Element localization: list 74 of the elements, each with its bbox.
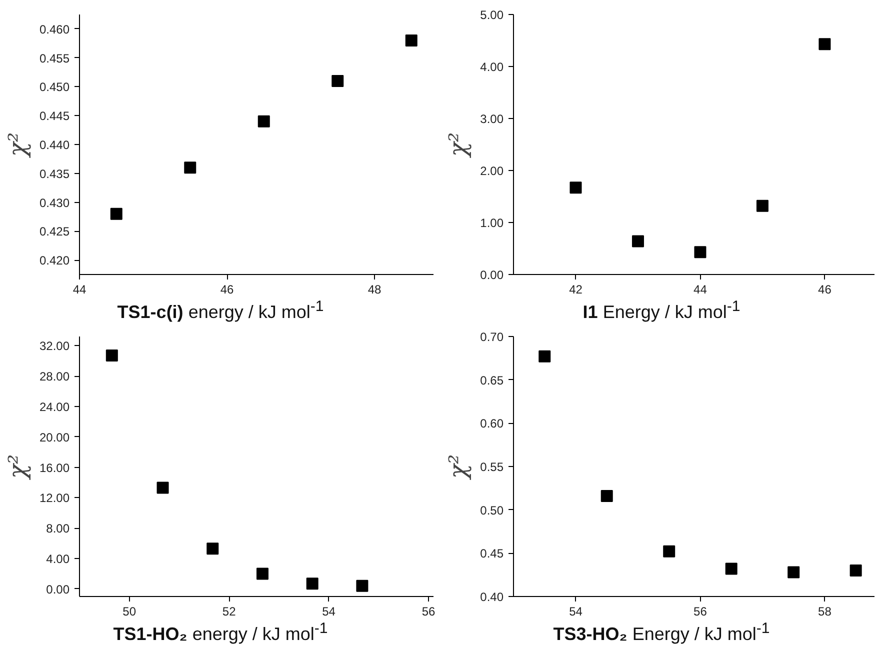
y-tick-label: 3.00 xyxy=(480,112,504,126)
y-tick-label: 0.440 xyxy=(39,138,70,152)
y-tick-label: 0.70 xyxy=(480,330,504,344)
x-tick-label: 44 xyxy=(72,282,86,296)
point xyxy=(850,564,862,576)
x-axis-title: I1 Energy / kJ mol$^{-1}$ xyxy=(582,297,742,324)
y-tick-label: 0.420 xyxy=(39,254,70,268)
y-tick-label: 0.45 xyxy=(480,546,504,561)
point xyxy=(632,235,644,248)
x-tick-label: 56 xyxy=(694,604,708,618)
x-tick-label: 50 xyxy=(122,604,136,618)
y-tick-label: 20.00 xyxy=(39,430,70,444)
x-axis-title: TS3-HO₂ Energy / kJ mol$^{-1}$ xyxy=(552,619,771,646)
y-tick-label: 0.00 xyxy=(480,268,504,282)
x-tick-label: 52 xyxy=(222,604,236,618)
y-tick-label: 24.00 xyxy=(39,400,70,414)
point xyxy=(258,115,270,128)
x-axis-title: TS1-c(i) energy / kJ mol$^{-1}$ xyxy=(116,297,325,324)
point xyxy=(306,578,318,590)
y-tick-label: 0.00 xyxy=(46,582,70,596)
x-tick-label: 54 xyxy=(322,604,336,618)
y-tick-label: 4.00 xyxy=(480,60,504,74)
point xyxy=(756,200,768,212)
y-tick-label: 0.50 xyxy=(480,503,504,518)
y-tick-label: 0.65 xyxy=(480,373,504,388)
point xyxy=(156,482,169,494)
point xyxy=(356,580,368,592)
y-tick-label: 16.00 xyxy=(39,460,70,475)
point xyxy=(206,542,219,555)
y-tick-label: 5.00 xyxy=(480,8,504,22)
y-tick-label: 8.00 xyxy=(46,522,70,536)
point xyxy=(538,350,551,362)
y-tick-label: 2.00 xyxy=(480,164,504,178)
y-axis-title: χ² xyxy=(3,454,32,481)
x-tick-label: 54 xyxy=(569,604,583,618)
y-axis-title: χ² xyxy=(444,454,472,481)
point xyxy=(106,350,118,362)
point xyxy=(788,566,800,578)
y-tick-label: 28.00 xyxy=(39,370,70,384)
y-tick-label: 0.455 xyxy=(39,51,70,66)
point xyxy=(600,490,613,502)
x-tick-label: 44 xyxy=(694,282,708,296)
y-tick-label: 0.55 xyxy=(480,460,504,474)
point xyxy=(110,208,122,220)
point xyxy=(694,246,706,258)
x-tick-label: 42 xyxy=(569,282,583,296)
x-tick-label: 58 xyxy=(818,604,832,618)
point xyxy=(663,545,676,558)
x-tick-label: 48 xyxy=(368,282,382,296)
y-tick-label: 0.425 xyxy=(39,224,70,239)
x-tick-label: 56 xyxy=(422,604,436,618)
point xyxy=(725,562,738,575)
y-tick-label: 0.445 xyxy=(39,109,70,124)
x-tick-label: 46 xyxy=(818,282,832,296)
y-tick-label: 0.40 xyxy=(480,590,504,604)
point xyxy=(332,74,344,87)
y-tick-label: 1.00 xyxy=(480,216,504,230)
y-tick-label: 4.00 xyxy=(46,552,70,566)
y-tick-label: 0.450 xyxy=(39,80,70,94)
point xyxy=(256,568,268,580)
y-axis-title: χ² xyxy=(3,132,32,159)
y-tick-label: 0.60 xyxy=(480,416,504,431)
y-tick-label: 0.435 xyxy=(39,166,70,181)
y-tick-label: 0.430 xyxy=(39,196,70,210)
point xyxy=(184,162,196,174)
point xyxy=(405,34,418,46)
y-tick-label: 0.460 xyxy=(39,22,70,36)
x-axis-title: TS1-HO₂ energy / kJ mol$^{-1}$ xyxy=(112,619,329,646)
point xyxy=(818,38,831,50)
point xyxy=(570,182,582,194)
y-tick-label: 12.00 xyxy=(39,491,70,506)
y-tick-label: 32.00 xyxy=(39,339,70,354)
y-axis-title: χ² xyxy=(444,132,472,159)
x-tick-label: 46 xyxy=(220,282,234,296)
